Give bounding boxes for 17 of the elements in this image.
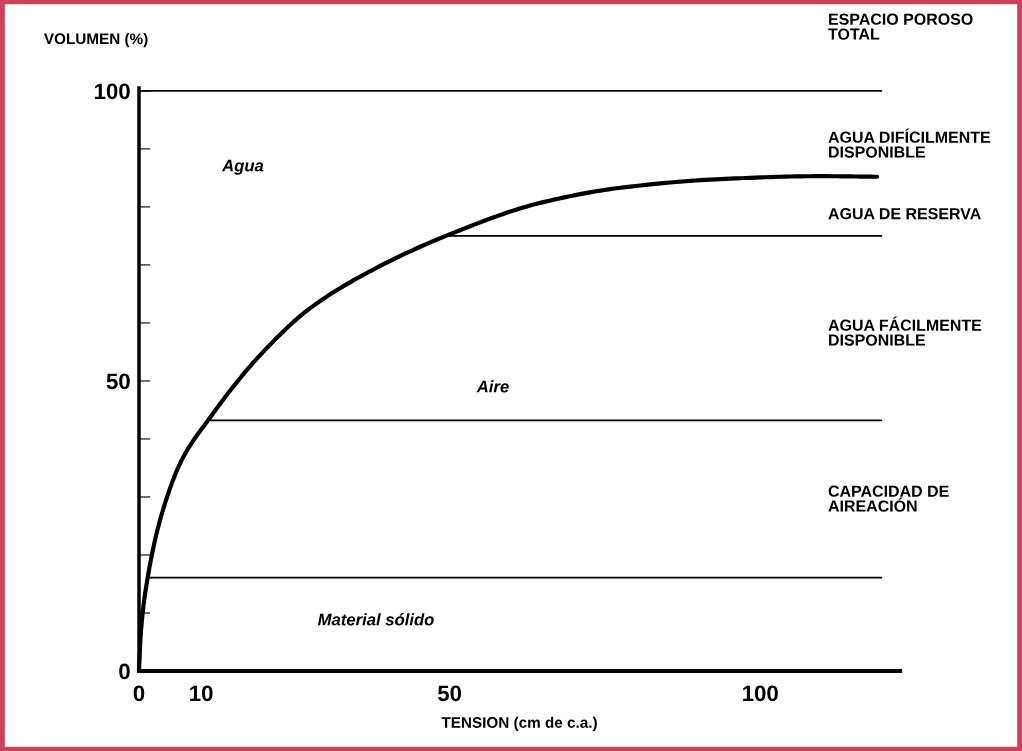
x-tick-label: 100 (743, 685, 778, 702)
x-axis-title: TENSION (cm de c.a.) (441, 716, 597, 731)
y-tick-label: 100 (94, 83, 130, 100)
annotation: AGUA DE RESERVA (828, 207, 981, 220)
annotation: Agua (221, 159, 264, 175)
annotation: AGUA DIFÍCILMENTE DISPONIBLE (828, 128, 991, 158)
x-tick-label: 0 (133, 685, 145, 702)
annotation: Material sólido (317, 613, 434, 626)
y-tick-label: 50 (106, 373, 130, 390)
text: ESPACIO POROSO TOTAL (828, 13, 973, 40)
x-tick-label: 50 (437, 685, 462, 702)
y-axis-title: VOLUMEN (%) (43, 32, 148, 48)
annotation: CAPACIDAD DE AIREACIÓN (828, 485, 949, 512)
annotation: Aire (476, 380, 509, 393)
y-tick-label: 0 (119, 663, 130, 680)
annotation: AGUA FÁCILMENTE DISPONIBLE (828, 316, 982, 346)
x-tick-label: 10 (190, 685, 213, 702)
